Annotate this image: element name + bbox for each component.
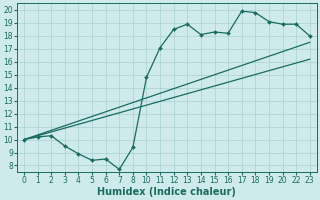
X-axis label: Humidex (Indice chaleur): Humidex (Indice chaleur) (98, 187, 236, 197)
